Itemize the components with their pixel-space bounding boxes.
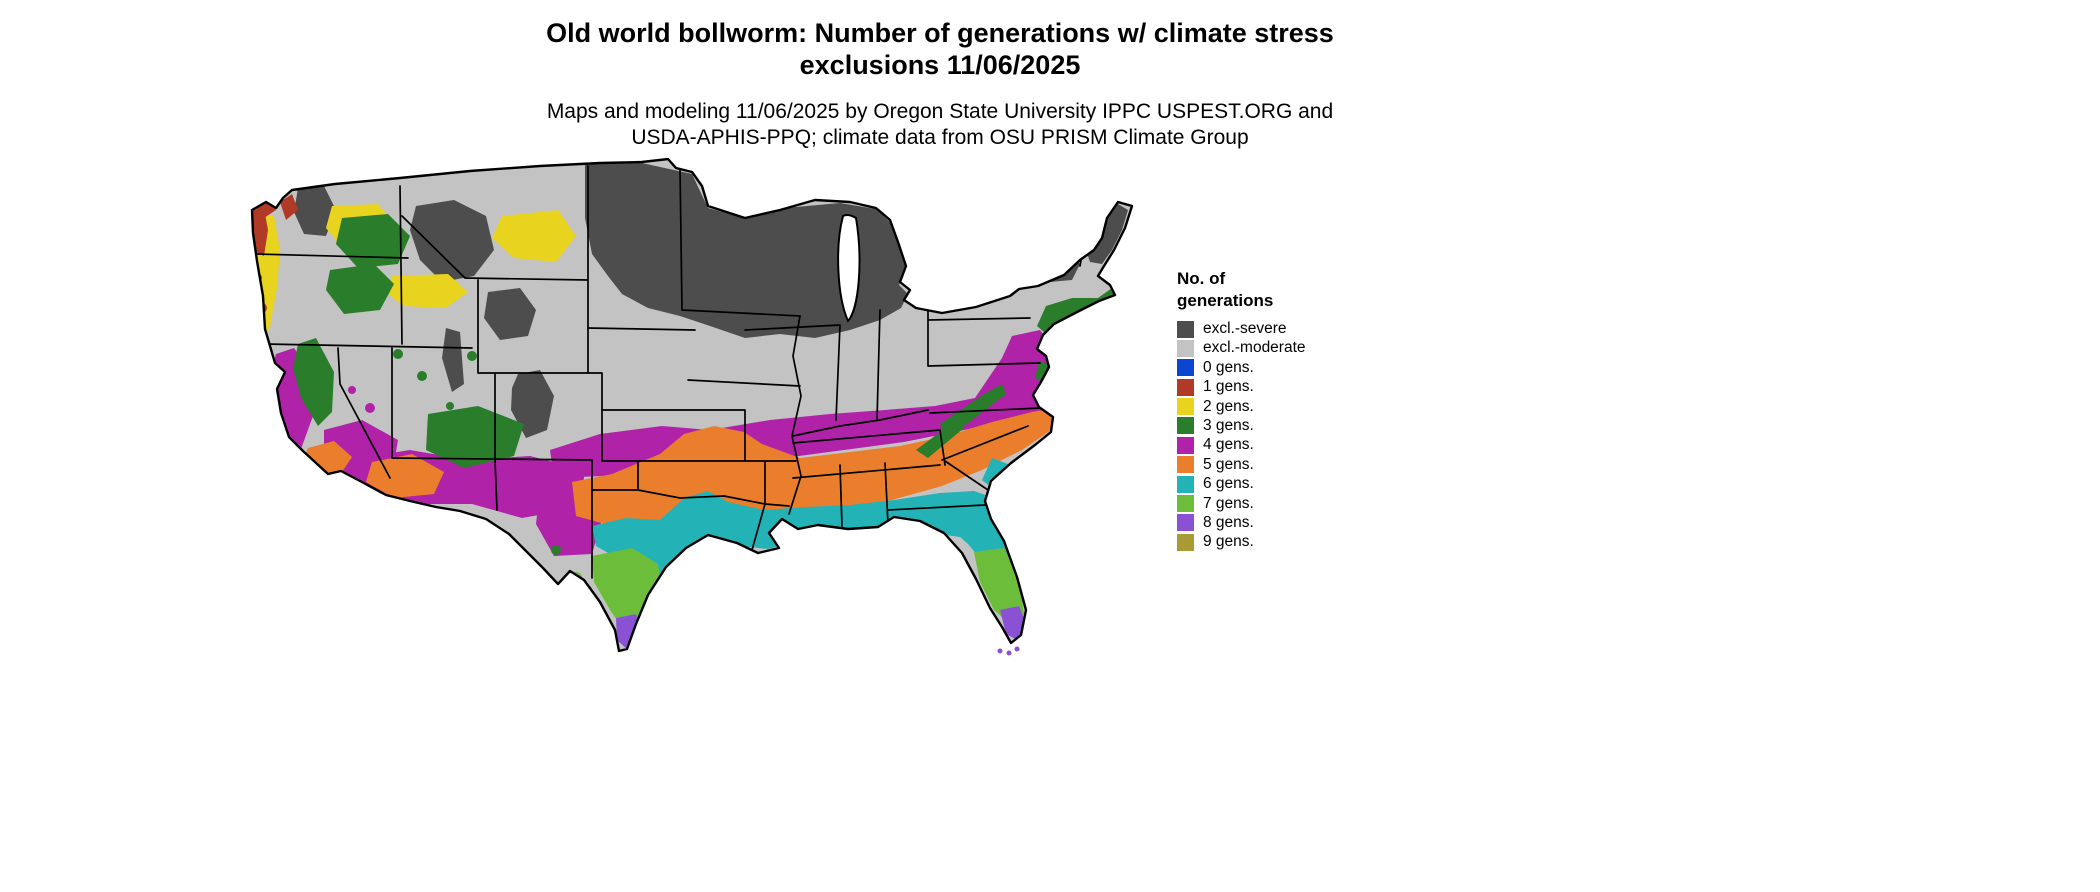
legend-swatch-7-gens	[1177, 495, 1194, 513]
us-outline	[250, 158, 1134, 653]
legend-label: 1 gens.	[1203, 378, 1254, 396]
regions-8-gens	[584, 586, 1027, 651]
florida-keys	[997, 646, 1020, 656]
state-borders	[253, 165, 1089, 579]
legend-title-line2: generations	[1177, 290, 1274, 310]
legend-item: 5 gens.	[1177, 455, 1306, 474]
page-subtitle-line2: USDA-APHIS-PPQ; climate data from OSU PR…	[631, 125, 1249, 149]
legend-label: 0 gens.	[1203, 358, 1254, 376]
legend-item: 2 gens.	[1177, 397, 1306, 416]
legend-item: 8 gens.	[1177, 513, 1306, 532]
page-subtitle: Maps and modeling 11/06/2025 by Oregon S…	[0, 99, 1880, 151]
legend-swatch-excl-severe	[1177, 320, 1194, 338]
legend-item: 3 gens.	[1177, 416, 1306, 435]
legend-label: 8 gens.	[1203, 513, 1254, 531]
legend-item: 1 gens.	[1177, 378, 1306, 396]
legend-item: 6 gens.	[1177, 475, 1306, 493]
legend-label: 7 gens.	[1203, 494, 1254, 512]
legend-swatch-1-gens	[1177, 378, 1194, 396]
legend-swatch-0-gens	[1177, 359, 1194, 377]
legend-swatch-4-gens	[1177, 436, 1194, 454]
legend-label: 6 gens.	[1203, 475, 1254, 493]
regions-7-gens	[570, 548, 1024, 636]
legend-label: excl.-severe	[1203, 320, 1287, 337]
page-subtitle-line1: Maps and modeling 11/06/2025 by Oregon S…	[546, 99, 1334, 123]
legend-item: 9 gens.	[1177, 533, 1306, 551]
legend-label: 9 gens.	[1203, 533, 1254, 551]
us-generations-map	[250, 158, 1134, 656]
legend-swatch-6-gens	[1177, 475, 1194, 493]
lake-michigan	[837, 213, 861, 323]
legend-title: No. of generations	[1177, 268, 1306, 312]
legend-label: 5 gens.	[1203, 455, 1254, 473]
legend-swatch-9-gens	[1177, 533, 1194, 551]
page-title: Old world bollworm: Number of generation…	[0, 18, 1880, 82]
legend-swatch-5-gens	[1177, 456, 1194, 474]
legend-swatch-3-gens	[1177, 417, 1194, 435]
legend-item: 4 gens.	[1177, 436, 1306, 454]
legend: No. of generations excl.-severe excl.-mo…	[1177, 268, 1306, 553]
legend-label: 4 gens.	[1203, 436, 1254, 454]
legend-swatch-2-gens	[1177, 398, 1194, 416]
legend-item: 0 gens.	[1177, 358, 1306, 377]
legend-title-line1: No. of	[1177, 269, 1226, 288]
legend-label: excl.-moderate	[1203, 339, 1306, 357]
legend-item: 7 gens.	[1177, 494, 1306, 513]
page-title-line1: Old world bollworm: Number of generation…	[546, 18, 1334, 48]
title-block: Old world bollworm: Number of generation…	[0, 18, 1880, 151]
legend-label: 2 gens.	[1203, 397, 1254, 415]
page-title-line2: exclusions 11/06/2025	[799, 49, 1081, 80]
legend-swatch-excl-moderate	[1177, 339, 1194, 357]
legend-item: excl.-moderate	[1177, 339, 1306, 357]
legend-item: excl.-severe	[1177, 320, 1306, 338]
legend-swatch-8-gens	[1177, 514, 1194, 532]
legend-label: 3 gens.	[1203, 416, 1254, 434]
